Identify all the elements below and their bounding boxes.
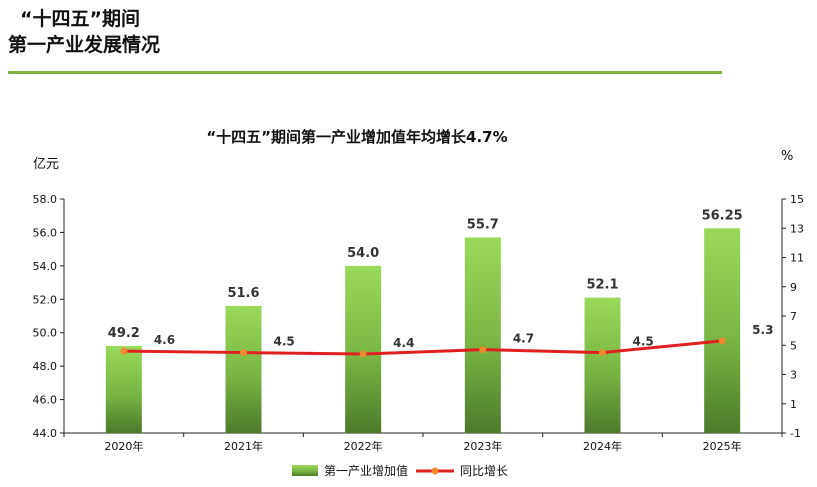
growth-value-label: 4.6 [154, 333, 175, 347]
growth-point [120, 347, 128, 355]
legend-line-marker [431, 467, 439, 475]
x-tick-label: 2023年 [463, 439, 502, 453]
bar [704, 228, 741, 433]
x-tick-label: 2025年 [703, 439, 742, 453]
bar-value-label: 51.6 [227, 286, 259, 301]
y-left-tick-label: 58.0 [33, 193, 58, 206]
y-right-unit: % [781, 149, 793, 164]
bar-value-label: 52.1 [586, 278, 618, 293]
y-right-tick-label: 1 [790, 398, 797, 411]
growth-value-label: 5.3 [752, 323, 773, 337]
page-header: “十四五”期间 第一产业发展情况 [8, 6, 160, 58]
y-left-tick-label: 46.0 [33, 394, 58, 407]
chart-title: “十四五”期间第一产业增加值年均增长4.7% [206, 128, 507, 146]
x-tick-label: 2021年 [224, 439, 263, 453]
y-right-tick-label: 11 [790, 252, 804, 265]
y-right-tick-label: 3 [790, 369, 797, 382]
bar-value-label: 56.25 [702, 208, 743, 223]
y-right-tick-label: 7 [790, 310, 797, 323]
growth-value-label: 4.5 [633, 335, 654, 349]
y-right-tick-label: 9 [790, 281, 797, 294]
page-title-line1: “十四五”期间 [20, 8, 140, 30]
growth-line-path [123, 339, 723, 356]
growth-line [120, 337, 726, 358]
bar [464, 237, 501, 433]
legend-bar-swatch [292, 465, 318, 476]
bars [105, 228, 741, 433]
y-right-tick-label: -1 [790, 427, 801, 440]
data-labels: 49.2 51.6 54.0 55.7 52.1 56.25 4.6 4.5 4.4 4.7 4.5… [108, 208, 774, 350]
bar [345, 265, 382, 433]
y-left-unit: 亿元 [33, 157, 59, 172]
y-left-tick-label: 44.0 [33, 427, 58, 440]
growth-value-label: 4.7 [513, 332, 534, 346]
bar [105, 346, 142, 433]
y-left-tick-label: 50.0 [33, 327, 58, 340]
growth-point [240, 349, 247, 357]
growth-point [718, 337, 726, 345]
bar-value-label: 55.7 [467, 217, 499, 232]
y-right-tick-label: 13 [790, 222, 804, 235]
growth-point [359, 350, 367, 358]
x-tick-label: 2020年 [104, 439, 143, 453]
bar [584, 297, 621, 433]
bar-value-label: 54.0 [347, 246, 379, 261]
bar-value-label: 49.2 [108, 326, 140, 341]
y-left-tick-label: 52.0 [33, 293, 58, 306]
x-tick-label: 2024年 [583, 439, 622, 453]
growth-point [479, 346, 487, 354]
bar [225, 305, 262, 433]
header-divider [8, 71, 722, 74]
axes: 44.046.048.050.052.054.056.058.0-1135791… [33, 193, 805, 453]
legend-bar-label: 第一产业增加值 [324, 463, 408, 478]
growth-point [599, 349, 606, 357]
legend: 第一产业增加值 同比增长 [292, 463, 508, 478]
growth-value-label: 4.4 [393, 336, 414, 350]
page-title-line2: 第一产业发展情况 [8, 34, 161, 56]
y-right-tick-label: 5 [790, 339, 797, 352]
y-left-tick-label: 48.0 [33, 360, 58, 373]
y-left-tick-label: 54.0 [33, 260, 58, 273]
growth-value-label: 4.5 [274, 335, 295, 349]
y-left-tick-label: 56.0 [33, 226, 58, 239]
y-right-tick-label: 15 [790, 193, 804, 206]
x-tick-label: 2022年 [344, 439, 383, 453]
legend-line-label: 同比增长 [460, 464, 508, 478]
